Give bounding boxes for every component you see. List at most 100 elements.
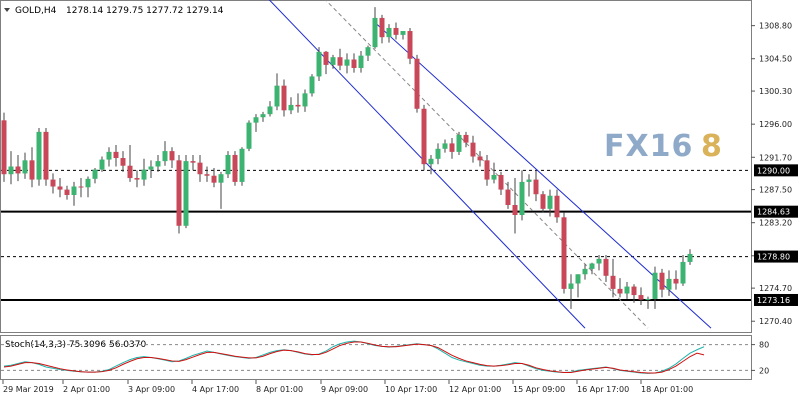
candle — [50, 173, 56, 194]
candle-body-bull — [442, 143, 448, 149]
candle-body-bull — [666, 278, 672, 290]
price-tick-label: 1270.40 — [759, 317, 792, 326]
candle-body-bear — [323, 51, 329, 65]
price-tick-label: 1300.30 — [759, 87, 792, 96]
candle — [204, 166, 210, 182]
time-tick-label: 12 Apr 01:00 — [449, 385, 501, 394]
price-tick-label: 1287.50 — [759, 186, 792, 195]
candle — [274, 73, 280, 111]
candle-body-bull — [624, 286, 630, 294]
level-badge-label: 1284.63 — [757, 208, 790, 217]
candle — [435, 143, 441, 165]
candle-body-bull — [22, 160, 28, 174]
time-tick-label: 2 Apr 01:00 — [63, 385, 110, 394]
candle — [344, 53, 350, 74]
stochastic-oscillator — [1, 340, 751, 374]
candle-body-bear — [337, 57, 343, 66]
candle-body-bear — [169, 151, 175, 161]
candle — [449, 138, 455, 159]
candle — [218, 171, 224, 209]
candle-body-bull — [260, 114, 266, 118]
candle-body-bear — [533, 179, 539, 195]
candle — [505, 181, 511, 209]
candle — [498, 171, 504, 195]
candle — [456, 131, 462, 155]
candle-body-bull — [183, 161, 189, 226]
candle — [225, 151, 231, 179]
candle-body-bull — [141, 169, 147, 180]
candle-body-bull — [239, 148, 245, 182]
candle-body-bear — [470, 142, 476, 157]
candle — [554, 189, 560, 223]
candle — [463, 131, 469, 148]
price-tick-label: 1274.70 — [759, 284, 792, 293]
candle — [512, 178, 518, 234]
candle-body-bull — [330, 57, 336, 65]
candle — [36, 128, 42, 186]
candle — [64, 185, 70, 200]
candle-body-bull — [547, 195, 553, 209]
candle-body-bull — [428, 158, 434, 165]
candle — [253, 114, 259, 132]
candle — [169, 147, 175, 169]
candle-body-bear — [50, 179, 56, 187]
candle-body-bear — [379, 17, 385, 38]
candle-body-bull — [435, 148, 441, 159]
candle-body-bull — [372, 17, 378, 48]
candle-body-bull — [99, 159, 105, 170]
candle — [288, 97, 294, 115]
candle — [197, 154, 203, 182]
candle-body-bull — [316, 51, 322, 77]
candle-body-bull — [162, 151, 168, 162]
time-axis: 29 Mar 2019 2 Apr 01:00 3 Apr 09:00 4 Apr 1… — [2, 380, 693, 394]
watermark-logo-accent: 8 — [701, 129, 722, 164]
candle — [148, 160, 154, 179]
candle — [162, 141, 168, 166]
candle-body-bear — [64, 189, 70, 195]
candle — [127, 144, 133, 182]
candle-body-bull — [267, 106, 273, 115]
candle — [323, 51, 329, 75]
candle-body-bull — [596, 258, 602, 264]
candle — [568, 274, 574, 309]
candle — [379, 14, 385, 44]
price-tick-label: 1296.00 — [759, 120, 792, 129]
candle — [652, 266, 658, 309]
candle — [617, 278, 623, 298]
stoch-axis: 80 20 — [751, 341, 769, 375]
candle-body-bull — [106, 151, 112, 160]
candle-body-bull — [687, 253, 693, 262]
candle — [484, 154, 490, 186]
candle-body-bear — [190, 161, 196, 163]
candle — [624, 281, 630, 299]
candle-body-bull — [155, 161, 161, 167]
candle — [176, 154, 182, 234]
candle-body-bear — [659, 272, 665, 290]
candle — [603, 255, 609, 282]
candle — [302, 89, 308, 112]
time-tick-label: 8 Apr 01:00 — [256, 385, 303, 394]
candle — [526, 174, 532, 197]
candle — [400, 31, 406, 40]
candle — [442, 139, 448, 153]
watermark-logo: FX16 — [604, 129, 693, 164]
candle-body-bear — [204, 174, 210, 176]
price-tick-label: 1283.20 — [759, 219, 792, 228]
stoch-tick-label: 20 — [759, 366, 769, 375]
candle — [183, 154, 189, 229]
candle — [232, 151, 238, 186]
candle — [561, 212, 567, 294]
candle — [659, 268, 665, 298]
candle-body-bull — [218, 174, 224, 183]
candle — [666, 270, 672, 296]
candle — [519, 170, 525, 221]
candle-body-bear — [561, 217, 567, 289]
candle-body-bear — [505, 189, 511, 205]
price-tick-label: 1308.80 — [759, 22, 792, 31]
candle-body-bear — [78, 186, 84, 188]
level-lines — [1, 169, 751, 301]
candle — [92, 168, 98, 184]
candle-body-bear — [603, 258, 609, 276]
